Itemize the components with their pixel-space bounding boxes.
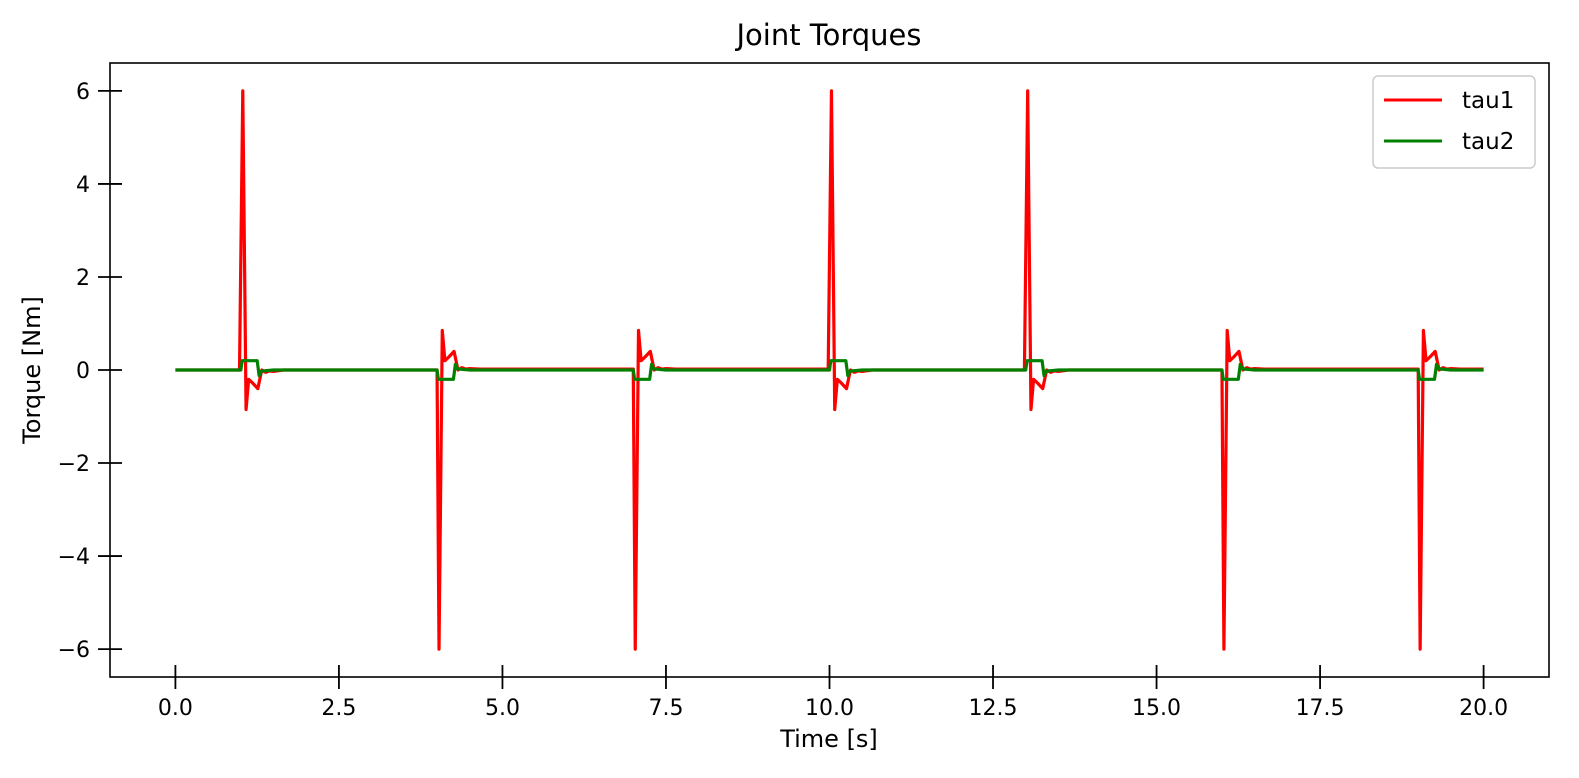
x-tick-label: 2.5 — [321, 696, 356, 721]
y-tick-label: −2 — [58, 452, 90, 477]
x-tick-label: 5.0 — [485, 696, 520, 721]
x-axis-label: Time [s] — [779, 725, 878, 753]
y-tick-label: 0 — [76, 359, 90, 384]
y-tick-label: −6 — [58, 638, 90, 663]
y-tick-label: −4 — [58, 545, 90, 570]
y-tick-label: 6 — [76, 80, 90, 105]
chart-title: Joint Torques — [734, 18, 921, 52]
x-tick-label: 10.0 — [805, 696, 854, 721]
legend: tau1 tau2 — [1372, 75, 1536, 169]
x-tick-label: 0.0 — [158, 696, 193, 721]
legend-label-tau2: tau2 — [1462, 129, 1514, 155]
x-tick-label: 12.5 — [969, 696, 1018, 721]
x-tick-label: 7.5 — [648, 696, 683, 721]
y-axis-label: Torque [Nm] — [18, 296, 46, 445]
plot-frame — [109, 62, 1550, 678]
legend-label-tau1: tau1 — [1462, 88, 1514, 114]
x-tick-label: 15.0 — [1132, 696, 1181, 721]
x-tick-label: 20.0 — [1459, 696, 1508, 721]
y-tick-label: 4 — [76, 173, 90, 198]
x-axis: 0.0 2.5 5.0 7.5 10.0 12.5 15.0 17.5 20.0 — [158, 665, 1508, 721]
x-tick-label: 17.5 — [1296, 696, 1345, 721]
y-tick-label: 2 — [76, 266, 90, 291]
series-layer — [175, 89, 1484, 651]
y-axis: −6 −4 −2 0 2 4 6 — [58, 80, 122, 663]
series-line-tau2 — [175, 359, 1484, 381]
